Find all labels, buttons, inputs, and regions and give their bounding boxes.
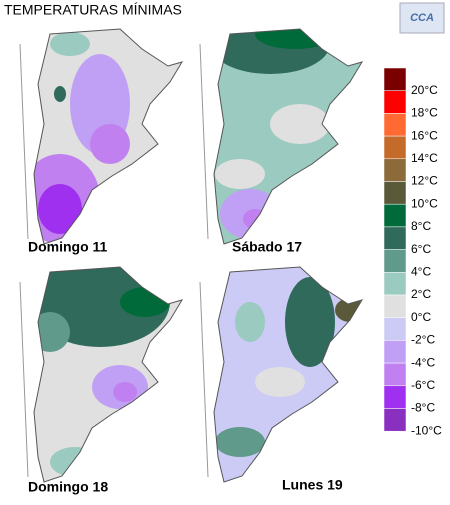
legend-swatch — [383, 385, 407, 409]
legend-label: 2°C — [411, 287, 431, 301]
legend-swatch — [383, 362, 407, 387]
legend-swatch — [383, 408, 407, 432]
legend-swatch — [383, 158, 407, 182]
map-panel — [19, 28, 184, 245]
logo-box — [399, 2, 445, 34]
legend-swatch — [383, 203, 407, 228]
legend-swatch — [383, 249, 407, 273]
legend-label: 6°C — [411, 242, 431, 256]
legend-label: -2°C — [411, 333, 435, 347]
legend-swatch — [383, 181, 407, 205]
legend-label: 20°C — [411, 83, 438, 97]
legend-swatch — [383, 67, 407, 91]
legend-swatch — [383, 90, 407, 114]
legend-swatch — [383, 317, 407, 341]
legend-label: -10°C — [411, 423, 442, 437]
map-label: Sábado 17 — [232, 239, 302, 255]
legend-label: -8°C — [411, 401, 435, 415]
logo: CCA — [410, 12, 434, 24]
legend-label: -4°C — [411, 355, 435, 369]
legend-swatch — [383, 113, 407, 137]
legend-swatch — [383, 135, 407, 160]
legend-label: 12°C — [411, 174, 438, 188]
map-label: Domingo 11 — [28, 239, 108, 255]
map-label: Lunes 19 — [282, 477, 343, 493]
legend-label: 4°C — [411, 264, 431, 278]
legend-swatch — [383, 226, 407, 250]
map-panel — [19, 266, 184, 483]
title: TEMPERATURAS MÍNIMAS — [4, 2, 182, 18]
legend-label: 16°C — [411, 128, 438, 142]
map-label: Domingo 18 — [28, 479, 108, 495]
map-panel — [199, 266, 364, 483]
legend: 20°C 18°C 16°C 14°C 12°C 10°C 8°C 6°C 4°C 2°C 0°C -… — [383, 67, 442, 437]
legend-label: 18°C — [411, 106, 438, 120]
legend-label: 0°C — [411, 310, 431, 324]
legend-label: -6°C — [411, 378, 435, 392]
legend-swatch — [383, 340, 407, 364]
legend-swatch — [383, 294, 407, 318]
legend-label: 10°C — [411, 196, 438, 210]
legend-label: 14°C — [411, 151, 438, 165]
map-panel — [199, 28, 364, 245]
legend-label: 8°C — [411, 219, 431, 233]
legend-swatch — [383, 272, 407, 296]
